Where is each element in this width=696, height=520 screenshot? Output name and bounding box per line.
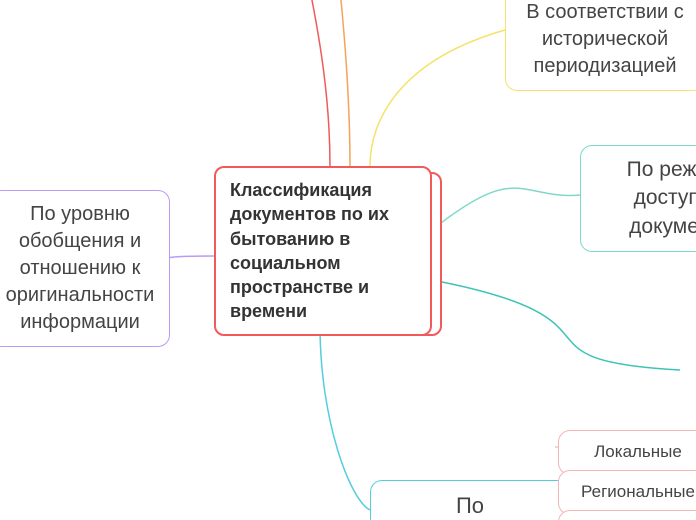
central-node[interactable]: Классификация документов по их бытованию… — [214, 166, 432, 336]
node-local[interactable]: Локальные — [558, 430, 696, 475]
central-node-label: Классификация документов по их бытованию… — [230, 180, 389, 321]
edge — [340, 0, 350, 166]
edge — [432, 280, 680, 370]
node-po[interactable]: По — [370, 480, 570, 520]
edge — [167, 256, 214, 260]
edge — [320, 326, 370, 510]
node-label: В соответствии с исторической периодизац… — [526, 1, 684, 77]
node-national[interactable]: Национальные — [558, 510, 696, 520]
node-access[interactable]: По режиму доступа к документу — [580, 145, 696, 252]
node-label: Локальные — [594, 442, 682, 461]
node-hist[interactable]: В соответствии с исторической периодизац… — [505, 0, 696, 91]
node-label: По уровню обобщения и отношению к оригин… — [6, 203, 155, 333]
node-label: По режиму доступа к документу — [627, 158, 696, 238]
edge — [370, 30, 505, 166]
mindmap-canvas: Классификация документов по их бытованию… — [0, 0, 696, 520]
edge — [432, 188, 580, 230]
node-label: По — [456, 493, 484, 518]
node-orig[interactable]: По уровню обобщения и отношению к оригин… — [0, 190, 170, 347]
node-label: Региональные — [581, 482, 695, 501]
edge — [310, 0, 330, 166]
node-regional[interactable]: Региональные — [558, 470, 696, 515]
